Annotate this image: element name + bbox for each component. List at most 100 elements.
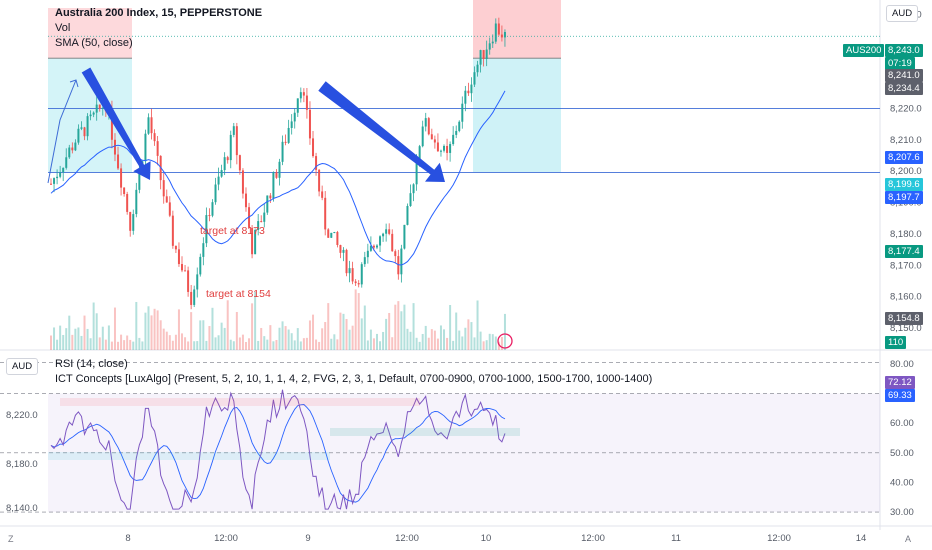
up-arrow-head bbox=[69, 79, 79, 88]
ict-zone-0 bbox=[60, 398, 420, 406]
candle-body bbox=[77, 128, 80, 143]
ict-zone-1 bbox=[330, 428, 520, 436]
volume-bar bbox=[345, 319, 348, 350]
candle-body bbox=[497, 23, 500, 35]
candle-body bbox=[412, 184, 415, 194]
candle-body bbox=[50, 183, 52, 185]
candle-body bbox=[366, 250, 369, 258]
candle-body bbox=[430, 134, 433, 140]
volume-bar bbox=[95, 313, 98, 350]
price-tick-label-6: 8,170.0 bbox=[890, 260, 922, 271]
candle-body bbox=[394, 251, 397, 257]
volume-bar bbox=[77, 327, 80, 350]
volume-bar bbox=[205, 340, 208, 350]
volume-bar bbox=[104, 339, 107, 350]
candle-body bbox=[138, 168, 141, 190]
legend-vol: Vol bbox=[55, 22, 71, 34]
candle-body bbox=[132, 214, 135, 231]
volume-bar bbox=[168, 335, 171, 350]
volume-bar bbox=[190, 312, 193, 350]
volume-bar bbox=[68, 315, 71, 350]
timezone-z-button[interactable]: Z bbox=[8, 534, 14, 544]
candle-body bbox=[59, 172, 62, 177]
volume-tag: 110 bbox=[885, 336, 907, 349]
candle-body bbox=[418, 146, 421, 160]
volume-bar bbox=[424, 325, 427, 350]
volume-bar bbox=[275, 339, 278, 350]
currency-button[interactable]: AUD bbox=[886, 5, 919, 22]
volume-bar bbox=[80, 335, 83, 350]
volume-bar bbox=[354, 289, 357, 350]
time-tick-label-8: 14 bbox=[856, 533, 867, 544]
candle-body bbox=[321, 191, 324, 198]
rsi-tick-label-2: 60.00 bbox=[890, 418, 914, 429]
time-tick-label-6: 11 bbox=[671, 533, 681, 544]
candle-body bbox=[80, 127, 83, 129]
volume-bar bbox=[235, 311, 238, 350]
rsi-tag: 72.12 bbox=[885, 376, 915, 389]
time-tick-label-7: 12:00 bbox=[767, 533, 791, 544]
candle-body bbox=[330, 232, 333, 238]
volume-bar bbox=[430, 329, 433, 350]
volume-bar bbox=[455, 312, 458, 350]
down-arrow-2-shape bbox=[318, 81, 445, 182]
volume-bar bbox=[117, 341, 120, 350]
volume-bar bbox=[327, 303, 330, 350]
rsi-ma-tag: 69.33 bbox=[885, 389, 915, 402]
candle-body bbox=[101, 107, 104, 109]
auto-scale-button[interactable]: A bbox=[905, 534, 912, 544]
volume-bar bbox=[436, 338, 439, 350]
volume-bar bbox=[315, 339, 318, 350]
down-arrow-1 bbox=[81, 67, 151, 180]
left-scale-label-1: 8,180.0 bbox=[6, 459, 38, 470]
candle-body bbox=[95, 104, 98, 113]
volume-bar bbox=[497, 341, 500, 350]
stop-zone-left bbox=[48, 8, 132, 59]
candle-body bbox=[403, 224, 406, 249]
volume-bar bbox=[98, 337, 101, 350]
candle-body bbox=[144, 133, 147, 162]
candle-body bbox=[409, 193, 412, 206]
candle-body bbox=[455, 130, 458, 135]
volume-bar bbox=[89, 338, 92, 350]
candle-body bbox=[379, 236, 382, 246]
time-tick-label-5: 12:00 bbox=[581, 533, 605, 544]
price-tick-label-5: 8,180.0 bbox=[890, 229, 922, 240]
candle-body bbox=[348, 268, 351, 274]
volume-bar bbox=[159, 320, 162, 350]
candle-body bbox=[357, 283, 360, 285]
volume-bar bbox=[214, 337, 217, 350]
volume-bar bbox=[174, 334, 177, 350]
volume-bar bbox=[62, 334, 65, 350]
volume-bar bbox=[357, 293, 360, 350]
volume-bar bbox=[312, 314, 315, 350]
rsi-legend: RSI (14, close) ICT Concepts [LuxAlgo] (… bbox=[55, 357, 652, 387]
candle-body bbox=[174, 245, 177, 250]
candle-body bbox=[345, 249, 348, 274]
candle-body bbox=[449, 144, 452, 153]
volume-bar bbox=[220, 322, 223, 350]
legend-title: Australia 200 Index, 15, PEPPERSTONE bbox=[55, 7, 263, 19]
candle-body bbox=[333, 232, 336, 234]
volume-bar bbox=[229, 339, 232, 350]
candle-body bbox=[232, 126, 235, 135]
volume-bar bbox=[308, 320, 311, 350]
volume-bar bbox=[400, 311, 403, 350]
legend-sma: SMA (50, close) bbox=[55, 37, 133, 49]
level-tag-4: 8,177.4 bbox=[885, 245, 923, 258]
candle-body bbox=[482, 50, 485, 59]
candle-body bbox=[372, 245, 375, 248]
volume-bar bbox=[476, 300, 479, 350]
volume-bar bbox=[491, 334, 494, 350]
candle-body bbox=[229, 134, 232, 161]
candle-body bbox=[150, 117, 153, 134]
volume-bar bbox=[196, 341, 199, 350]
volume-bars bbox=[50, 289, 506, 350]
candle-body bbox=[153, 133, 156, 142]
candle-body bbox=[269, 195, 272, 199]
candle-body bbox=[184, 270, 187, 272]
candle-body bbox=[385, 229, 388, 234]
lower-currency-button[interactable]: AUD bbox=[6, 358, 39, 375]
volume-bar bbox=[494, 336, 497, 350]
